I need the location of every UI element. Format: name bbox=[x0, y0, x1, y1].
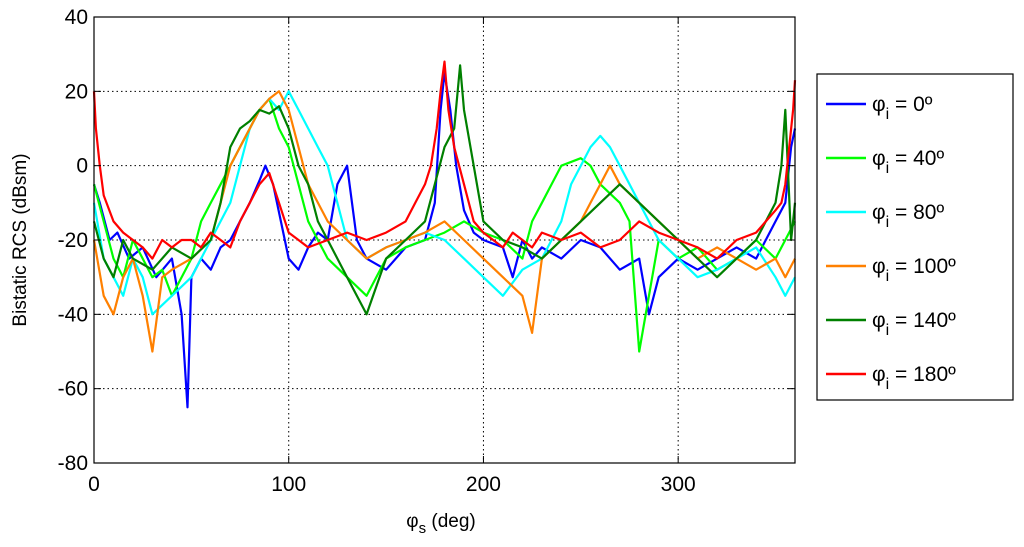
legend-value: = 180º bbox=[889, 363, 956, 386]
legend-label-0: φi = 0º bbox=[872, 93, 933, 123]
legend-symbol: φ bbox=[872, 93, 886, 116]
legend-value: = 100º bbox=[889, 255, 956, 278]
legend-value: = 40º bbox=[889, 147, 944, 170]
legend-symbol: φ bbox=[872, 309, 886, 332]
x-tick-labels: 0 100 200 300 bbox=[88, 473, 696, 496]
legend-subscript: i bbox=[886, 376, 890, 393]
legend-subscript: i bbox=[886, 160, 890, 177]
y-tick-label: 20 bbox=[65, 80, 88, 103]
x-tick-label: 0 bbox=[88, 473, 100, 496]
legend-box bbox=[816, 73, 1014, 401]
legend-subscript: i bbox=[886, 106, 890, 123]
x-tick-label: 200 bbox=[466, 473, 501, 496]
legend-label-3: φi = 100º bbox=[872, 255, 956, 285]
legend-label-1: φi = 40º bbox=[872, 147, 944, 177]
x-axis-title: φs (deg) bbox=[406, 511, 475, 537]
legend-symbol: φ bbox=[872, 147, 886, 170]
series-line-4 bbox=[92, 64, 797, 316]
legend-value: = 140º bbox=[889, 309, 956, 332]
y-tick-label: -20 bbox=[58, 229, 88, 252]
plot-area bbox=[92, 16, 797, 464]
legend-value: = 80º bbox=[889, 201, 944, 224]
y-tick-label: -80 bbox=[58, 452, 88, 475]
y-tick-label: -60 bbox=[58, 378, 88, 401]
legend-subscript: i bbox=[886, 322, 890, 339]
y-tick-labels: -80 -60 -40 -20 0 20 40 bbox=[58, 6, 88, 475]
x-tick-label: 100 bbox=[271, 473, 306, 496]
y-tick-label: 0 bbox=[76, 155, 88, 178]
legend-symbol: φ bbox=[872, 363, 886, 386]
series-line-5 bbox=[92, 60, 797, 260]
legend-value: = 0º bbox=[889, 93, 933, 116]
legend-label-4: φi = 140º bbox=[872, 309, 956, 339]
y-tick-label: -40 bbox=[58, 303, 88, 326]
x-axis-subscript: s bbox=[419, 520, 427, 537]
legend-subscript: i bbox=[886, 268, 890, 285]
y-axis-title: Bistatic RCS (dBsm) bbox=[10, 153, 31, 326]
legend-symbol: φ bbox=[872, 255, 886, 278]
tick-marks bbox=[94, 17, 795, 463]
x-axis-symbol: φ bbox=[406, 511, 418, 532]
data-series bbox=[92, 60, 797, 409]
x-tick-label: 300 bbox=[661, 473, 696, 496]
y-tick-label: 40 bbox=[65, 6, 88, 29]
x-axis-unit: (deg) bbox=[426, 511, 476, 532]
legend-label-5: φi = 180º bbox=[872, 363, 956, 393]
legend-subscript: i bbox=[886, 214, 890, 231]
legend-label-2: φi = 80º bbox=[872, 201, 944, 231]
legend-symbol: φ bbox=[872, 201, 886, 224]
